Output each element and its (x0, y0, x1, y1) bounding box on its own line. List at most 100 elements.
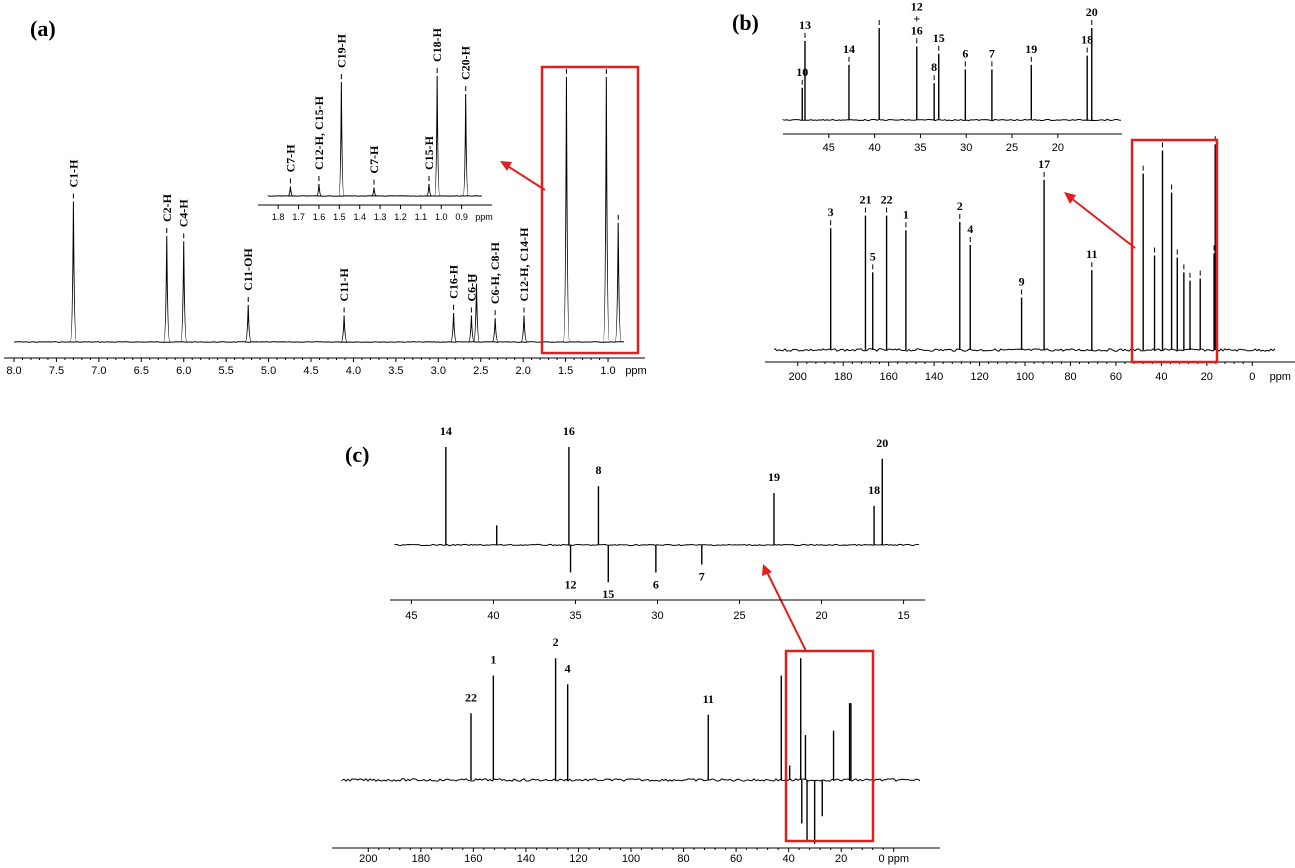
inset-tick-label-5: 1.3 (374, 212, 387, 222)
inset-tick-label-4: 25 (733, 610, 745, 622)
peak-4 (340, 315, 348, 343)
x-tick-label-2: 160 (464, 853, 482, 865)
zoom-arrow (505, 164, 546, 191)
peak-9 (520, 315, 528, 343)
x-tick-label-8: 4.0 (346, 365, 361, 377)
zoom-arrow-head (1064, 192, 1076, 204)
x-tick-label-4: 120 (970, 371, 988, 383)
peak-label-8-0: 17 (1038, 157, 1050, 171)
peak-label-4: C11-H (337, 268, 351, 302)
x-tick-label-2: 160 (879, 371, 897, 383)
x-tick-label-2: 7.0 (91, 365, 106, 377)
x-tick-label-10: 0 (1249, 371, 1255, 383)
peak-label-1: C12-H, C15-H (312, 95, 326, 170)
x-tick-label-8: 40 (783, 853, 795, 865)
highlight-box (784, 649, 875, 843)
peak-0 (287, 186, 294, 197)
inset-tick-label-7: 1.1 (415, 212, 428, 222)
peak-3 (244, 304, 252, 343)
peak-3 (371, 187, 377, 197)
baseline-trace (774, 347, 1276, 352)
peak-label-4-0: 1 (903, 207, 909, 221)
peak-2 (338, 81, 345, 197)
inset-tick-label-4: 1.4 (353, 212, 366, 222)
peak-10 (562, 76, 570, 343)
peak-label-8: C6-H, C8-H (488, 241, 502, 304)
peak-label-2: C19-H (334, 33, 348, 68)
peak-label-7-0: 9 (1019, 275, 1025, 289)
peak-label-8-0: 7 (989, 46, 995, 60)
peak-4 (426, 183, 432, 197)
peak-label-4-0: 11 (703, 692, 714, 706)
peak-5 (434, 75, 441, 197)
inset-unit-label: ppm (475, 212, 493, 222)
inset-tick-label-8: 1.0 (435, 212, 448, 222)
peak-5 (450, 312, 458, 343)
x-tick-label-9: 3.5 (388, 365, 403, 377)
peak-label-1-0: 21 (859, 193, 871, 207)
x-tick-label-1: 180 (412, 853, 430, 865)
peak-label-11-0: 20 (1086, 5, 1098, 19)
peak-label-0-0: 22 (465, 690, 477, 704)
zoom-arrow-head (500, 161, 512, 171)
inset-tick-label-3: 30 (651, 610, 663, 622)
peak-label-2-0: 2 (553, 635, 559, 649)
x-tick-label-6: 5.0 (261, 365, 276, 377)
x-tick-label-12: 2.0 (516, 365, 531, 377)
x-tick-label-10: 0 ppm (878, 853, 909, 865)
inset-tick-label-0: 45 (823, 142, 835, 154)
x-tick-label-13: 1.5 (558, 365, 573, 377)
inset-tick-label-2: 1.6 (313, 212, 326, 222)
peak-1 (163, 235, 171, 343)
peak-label-10-0: 18 (1081, 33, 1093, 47)
baseline-trace (394, 543, 919, 547)
baseline-trace (14, 341, 625, 343)
peak-1 (316, 183, 322, 197)
peak-label-2: C4-H (177, 199, 191, 228)
x-tick-label-5: 100 (1016, 371, 1034, 383)
zoom-arrow (1070, 197, 1136, 249)
x-tick-label-7: 4.5 (303, 365, 318, 377)
spectrum-a: C1-H C2-H C4-H C11-OH C11-H C16-H C6-H C6-H, C8… (4, 27, 647, 377)
x-tick-label-5: 5.5 (219, 365, 234, 377)
peak-label-9-0: 11 (1086, 247, 1097, 261)
x-tick-label-3: 140 (517, 853, 535, 865)
peak-label-0-0: 14 (440, 424, 452, 438)
zoom-arrow (766, 571, 807, 652)
x-tick-label-6: 80 (1064, 371, 1076, 383)
inset-tick-label-3: 30 (960, 142, 972, 154)
inset-tick-label-1: 40 (487, 610, 499, 622)
peak-label-5-0: 15 (602, 587, 614, 601)
peak-label-2-0: 16 (563, 424, 575, 438)
inset-tick-label-1: 1.7 (292, 212, 305, 222)
peak-label-4-0: 12 (911, 0, 923, 13)
inset-tick-label-4: 25 (1006, 142, 1018, 154)
inset-tick-label-0: 1.8 (272, 212, 285, 222)
peak-label-6-0: 4 (967, 222, 973, 236)
peak-12 (614, 222, 622, 343)
peak-label-4: C15-H (422, 135, 436, 170)
peak-label-2-0: 14 (843, 42, 855, 56)
peak-label-4-0: 8 (595, 463, 601, 477)
peak-label-5-0: 8 (931, 60, 937, 74)
peak-label-6: C6-H (464, 273, 478, 302)
peak-label-0: C1-H (66, 159, 80, 188)
peak-label-3-0: 12 (565, 577, 577, 591)
x-tick-label-4: 120 (569, 853, 587, 865)
peak-label-4-2: 16 (911, 23, 923, 37)
peak-6 (467, 315, 475, 343)
peak-label-6-0: 6 (653, 577, 659, 591)
peak-2 (180, 241, 188, 343)
x-tick-label-14: 1.0 (600, 365, 615, 377)
x-tick-label-4: 6.0 (176, 365, 191, 377)
x-tick-label-3: 140 (925, 371, 943, 383)
peak-label-10-0: 20 (876, 436, 888, 450)
x-axis-unit-label: ppm (625, 365, 646, 377)
peak-label-5: C18-H (430, 27, 444, 62)
x-tick-label-5: 100 (622, 853, 640, 865)
x-tick-label-0: 200 (359, 853, 377, 865)
peak-label-0-0: 3 (828, 205, 834, 219)
x-tick-label-7: 60 (1110, 371, 1122, 383)
